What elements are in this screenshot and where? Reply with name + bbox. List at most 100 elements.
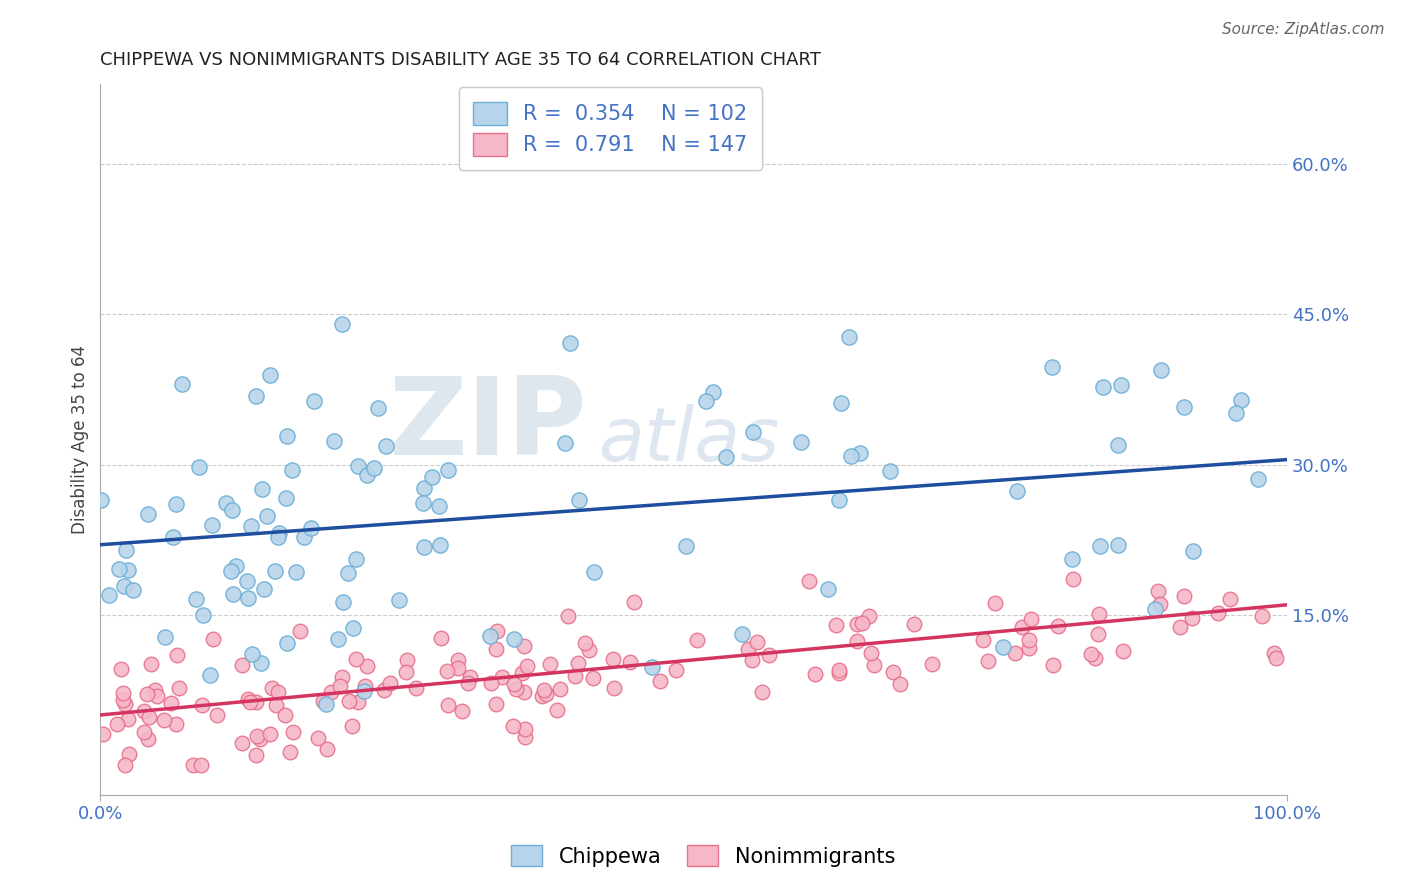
Legend: R =  0.354    N = 102, R =  0.791    N = 147: R = 0.354 N = 102, R = 0.791 N = 147	[458, 87, 762, 170]
Point	[1250, 608, 1272, 623]
Point	[356, 658, 378, 673]
Point	[236, 692, 259, 706]
Point	[160, 696, 183, 710]
Point	[741, 425, 763, 439]
Point	[249, 732, 271, 747]
Point	[447, 653, 470, 667]
Point	[436, 665, 458, 679]
Point	[828, 492, 851, 507]
Point	[485, 697, 508, 711]
Point	[153, 713, 176, 727]
Point	[363, 460, 385, 475]
Point	[319, 685, 342, 699]
Point	[1182, 544, 1205, 558]
Point	[1019, 612, 1042, 626]
Point	[567, 657, 589, 671]
Point	[90, 493, 112, 508]
Point	[548, 681, 571, 696]
Text: ZIP: ZIP	[388, 372, 586, 478]
Point	[165, 716, 187, 731]
Point	[1107, 538, 1129, 552]
Point	[225, 558, 247, 573]
Point	[302, 393, 325, 408]
Point	[983, 596, 1005, 610]
Point	[1018, 640, 1040, 655]
Point	[827, 666, 849, 681]
Point	[405, 681, 427, 695]
Point	[111, 686, 134, 700]
Point	[340, 719, 363, 733]
Point	[267, 526, 290, 541]
Point	[502, 632, 524, 646]
Point	[373, 683, 395, 698]
Point	[267, 685, 290, 699]
Point	[993, 640, 1015, 654]
Point	[184, 591, 207, 606]
Point	[353, 684, 375, 698]
Point	[139, 657, 162, 671]
Legend: Chippewa, Nonimmigrants: Chippewa, Nonimmigrants	[501, 835, 905, 877]
Point	[675, 539, 697, 553]
Point	[117, 563, 139, 577]
Point	[1042, 658, 1064, 673]
Point	[250, 657, 273, 671]
Point	[191, 698, 214, 713]
Point	[741, 653, 763, 667]
Point	[825, 618, 848, 632]
Point	[714, 450, 737, 464]
Point	[540, 657, 562, 671]
Point	[1146, 584, 1168, 599]
Point	[437, 463, 460, 477]
Point	[505, 681, 527, 696]
Point	[136, 508, 159, 522]
Point	[413, 481, 436, 495]
Point	[344, 552, 367, 566]
Point	[479, 675, 502, 690]
Point	[502, 718, 524, 732]
Point	[236, 574, 259, 588]
Point	[846, 634, 869, 648]
Point	[737, 641, 759, 656]
Point	[1080, 648, 1102, 662]
Point	[356, 467, 378, 482]
Point	[332, 594, 354, 608]
Point	[858, 609, 880, 624]
Point	[323, 434, 346, 448]
Point	[1005, 483, 1028, 498]
Text: Source: ZipAtlas.com: Source: ZipAtlas.com	[1222, 22, 1385, 37]
Point	[1263, 646, 1285, 660]
Point	[751, 685, 773, 699]
Point	[437, 698, 460, 712]
Point	[312, 694, 335, 708]
Point	[830, 396, 852, 410]
Point	[513, 722, 536, 736]
Point	[315, 698, 337, 712]
Point	[457, 676, 479, 690]
Point	[222, 587, 245, 601]
Point	[98, 589, 121, 603]
Point	[1144, 602, 1167, 616]
Point	[447, 660, 470, 674]
Point	[134, 725, 156, 739]
Point	[259, 368, 281, 382]
Point	[136, 731, 159, 746]
Point	[264, 564, 287, 578]
Point	[245, 748, 267, 763]
Point	[292, 530, 315, 544]
Point	[503, 677, 526, 691]
Point	[239, 695, 262, 709]
Point	[1062, 551, 1084, 566]
Text: CHIPPEWA VS NONIMMIGRANTS DISABILITY AGE 35 TO 64 CORRELATION CHART: CHIPPEWA VS NONIMMIGRANTS DISABILITY AGE…	[100, 51, 821, 69]
Point	[396, 653, 419, 667]
Point	[342, 621, 364, 635]
Point	[91, 727, 114, 741]
Point	[430, 632, 453, 646]
Point	[253, 582, 276, 596]
Point	[1062, 572, 1084, 586]
Point	[276, 491, 298, 505]
Point	[1225, 406, 1247, 420]
Point	[347, 695, 370, 709]
Point	[429, 538, 451, 552]
Point	[260, 681, 283, 695]
Point	[307, 731, 329, 745]
